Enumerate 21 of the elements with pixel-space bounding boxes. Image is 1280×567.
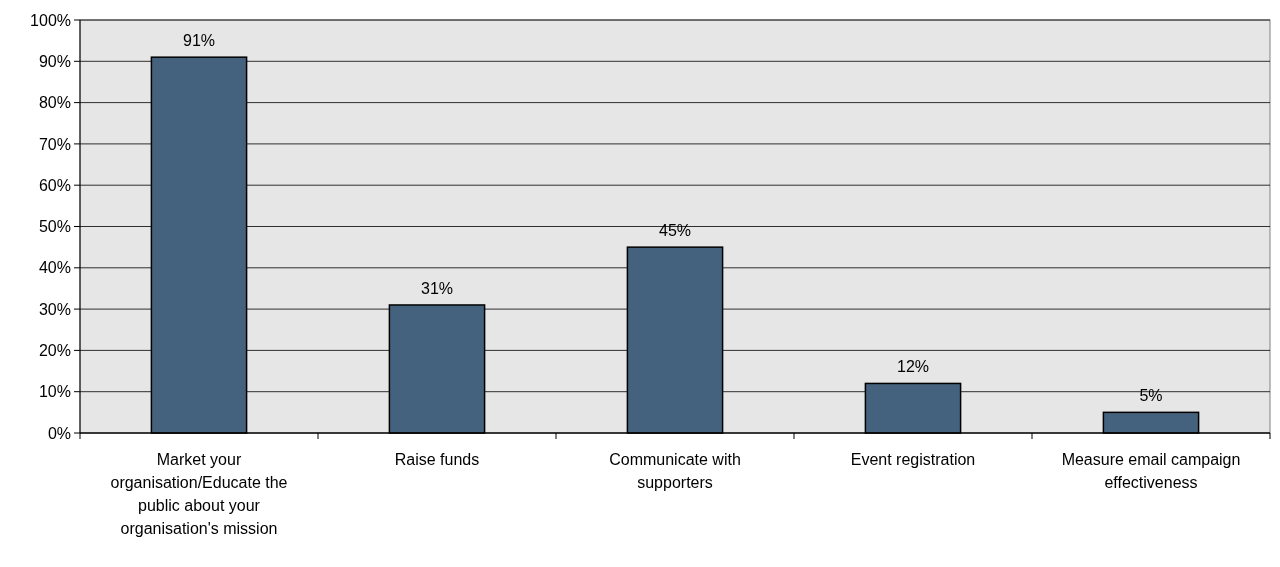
y-tick-label: 70% [38,135,71,153]
y-tick-label: 100% [30,11,71,29]
y-tick-label: 80% [38,94,71,112]
data-label: 5% [1139,387,1163,405]
data-label: 45% [658,222,692,240]
y-tick-label: 20% [38,342,71,359]
y-tick-label: 0% [47,424,71,442]
x-tick-label: Raise funds [394,451,480,468]
y-tick-label: 30% [38,300,71,318]
data-label: 12% [896,358,930,376]
y-tick-label: 60% [38,176,71,194]
y-tick-label: 50% [38,218,71,236]
y-tick-label: 40% [38,259,71,277]
x-tick-label: Communicate with supporters [609,451,741,491]
x-tick-label: Market your organisation/Educate the public about your organisation's mission [110,451,288,537]
data-label: 31% [420,279,454,297]
y-tick-label: 90% [38,52,71,70]
y-tick-label: 10% [38,383,71,401]
x-tick-label: Event registration [850,451,976,468]
x-tick-label: Measure email campaign effectiveness [1061,451,1241,491]
data-label: 91% [182,32,216,50]
